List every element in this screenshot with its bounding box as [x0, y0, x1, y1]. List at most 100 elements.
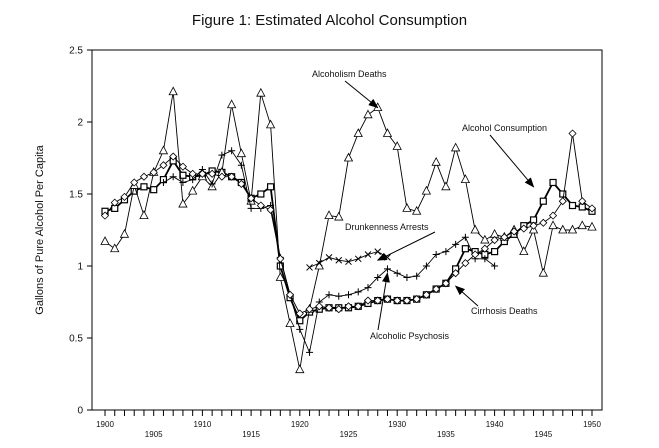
data-point-cirrhosis-deaths [198, 169, 207, 178]
data-point-alcoholism-deaths [295, 364, 305, 374]
data-point-alcoholism-deaths [119, 228, 130, 238]
data-point-alcoholism-deaths [548, 220, 558, 230]
data-point-alcoholic-psychosis [491, 262, 499, 270]
data-point-cirrhosis-deaths [139, 172, 149, 181]
y-tick-label: 0 [77, 406, 83, 417]
data-point-alcohol-consumption [257, 190, 265, 198]
data-point-cirrhosis-deaths [500, 233, 509, 242]
series-cirrhosis-deaths [100, 129, 597, 318]
data-point-alcohol-consumption [568, 201, 577, 210]
annotation-alcohol-consumption: Alcohol Consumption [462, 123, 547, 188]
data-point-cirrhosis-deaths [363, 296, 373, 305]
data-point-alcoholism-deaths [392, 141, 402, 150]
series-alcoholic-psychosis [159, 147, 499, 356]
data-point-alcoholic-psychosis [218, 151, 226, 159]
x-tick-label: 1910 [194, 420, 212, 429]
data-point-drunkenness-arrests [335, 256, 343, 264]
data-point-alcohol-consumption [179, 171, 187, 179]
data-point-alcoholism-deaths [178, 198, 188, 208]
annotation-arrow [454, 285, 479, 307]
data-point-alcoholism-deaths [265, 119, 276, 129]
annotation-label: Alcoholic Psychosis [370, 331, 450, 341]
data-point-drunkenness-arrests [306, 264, 313, 271]
data-point-cirrhosis-deaths [285, 290, 295, 299]
data-point-alcoholism-deaths [470, 224, 480, 234]
data-point-alcoholism-deaths [168, 86, 178, 96]
data-point-cirrhosis-deaths [519, 224, 528, 233]
data-point-alcoholism-deaths [373, 102, 383, 111]
data-point-drunkenness-arrests [325, 254, 333, 261]
data-point-cirrhosis-deaths [412, 295, 421, 304]
data-point-alcoholic-psychosis [383, 265, 391, 273]
data-point-cirrhosis-deaths [100, 211, 110, 220]
data-point-drunkenness-arrests [354, 255, 362, 263]
data-point-alcoholism-deaths [334, 211, 344, 221]
data-point-alcoholism-deaths [460, 174, 471, 184]
annotation-cirrhosis-deaths: Cirrhosis Deaths [454, 285, 538, 316]
data-point-alcoholic-psychosis [335, 292, 343, 300]
data-point-alcoholism-deaths [519, 246, 529, 256]
data-point-cirrhosis-deaths [490, 236, 499, 245]
data-point-cirrhosis-deaths [529, 221, 538, 230]
annotation-arrow [344, 80, 379, 109]
data-point-cirrhosis-deaths [587, 204, 597, 213]
data-point-alcoholic-psychosis [413, 272, 421, 280]
x-tick-label: 1930 [388, 420, 406, 429]
data-point-drunkenness-arrests [364, 251, 372, 258]
y-tick-label: 2 [77, 118, 83, 129]
data-point-alcohol-consumption [549, 178, 557, 187]
data-point-cirrhosis-deaths [402, 296, 412, 305]
y-axis-ticks: 0 0.5 1 1.5 2 2.5 [69, 46, 92, 417]
data-point-alcoholism-deaths [275, 272, 285, 281]
data-point-alcoholism-deaths [567, 224, 578, 234]
data-point-cirrhosis-deaths [315, 302, 324, 311]
data-point-alcoholic-psychosis [481, 255, 489, 263]
data-point-alcoholic-psychosis [228, 147, 236, 155]
data-point-cirrhosis-deaths [295, 309, 304, 318]
annotation-arrow [377, 272, 390, 331]
data-point-alcoholic-psychosis [442, 248, 450, 256]
data-point-alcoholic-psychosis [296, 325, 304, 333]
data-point-alcoholic-psychosis [159, 178, 167, 186]
data-point-cirrhosis-deaths [237, 179, 246, 188]
data-point-alcohol-consumption [539, 197, 547, 205]
data-point-cirrhosis-deaths [159, 161, 168, 170]
annotation-label: Alcohol Consumption [462, 123, 547, 133]
y-tick-label: 1 [77, 262, 83, 273]
data-point-alcoholic-psychosis [169, 173, 177, 181]
data-point-alcoholism-deaths [450, 142, 461, 152]
data-point-alcoholism-deaths [538, 267, 548, 277]
x-tick-label: 1915 [242, 430, 260, 439]
annotation-label: Alcoholism Deaths [312, 69, 387, 79]
data-point-alcoholism-deaths [158, 145, 169, 155]
data-point-alcoholism-deaths [421, 185, 432, 195]
data-point-cirrhosis-deaths [441, 279, 450, 288]
data-point-alcoholism-deaths [100, 236, 110, 245]
data-point-alcoholic-psychosis [354, 288, 362, 296]
data-point-alcoholism-deaths [187, 185, 198, 195]
annotation-arrow [489, 134, 535, 188]
y-tick-label: 2.5 [69, 46, 83, 57]
data-point-cirrhosis-deaths [432, 284, 441, 294]
data-point-cirrhosis-deaths [461, 259, 470, 268]
data-point-cirrhosis-deaths [305, 305, 314, 314]
data-point-alcoholic-psychosis [306, 348, 314, 356]
data-point-cirrhosis-deaths [110, 198, 119, 207]
data-point-drunkenness-arrests [374, 248, 382, 255]
x-tick-label: 1945 [534, 430, 552, 439]
data-point-alcoholism-deaths [324, 210, 334, 220]
data-point-cirrhosis-deaths [539, 218, 548, 227]
data-point-cirrhosis-deaths [558, 197, 567, 206]
data-point-alcoholic-psychosis [422, 262, 430, 270]
annotation-alcoholic-psychosis: Alcoholic Psychosis [370, 272, 450, 341]
data-point-alcoholism-deaths [587, 221, 597, 231]
data-point-alcoholic-psychosis [247, 204, 255, 212]
data-point-alcoholism-deaths [382, 128, 393, 137]
plot-frame [91, 49, 603, 411]
series-alcohol-consumption [101, 157, 596, 325]
data-point-alcoholic-psychosis [403, 274, 411, 282]
data-point-cirrhosis-deaths [480, 244, 489, 253]
x-axis-ticks: 1900 1905 1910 1915 1920 1925 1930 1935 1940 1945… [96, 410, 601, 439]
data-point-alcoholism-deaths [402, 203, 412, 212]
